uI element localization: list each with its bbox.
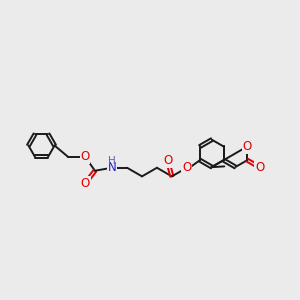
Text: O: O <box>80 150 90 163</box>
Text: H: H <box>108 156 116 166</box>
Text: O: O <box>163 154 172 167</box>
Text: O: O <box>243 140 252 153</box>
Text: O: O <box>182 161 191 174</box>
Text: N: N <box>108 161 117 174</box>
Text: O: O <box>81 177 90 190</box>
Text: O: O <box>255 161 264 174</box>
